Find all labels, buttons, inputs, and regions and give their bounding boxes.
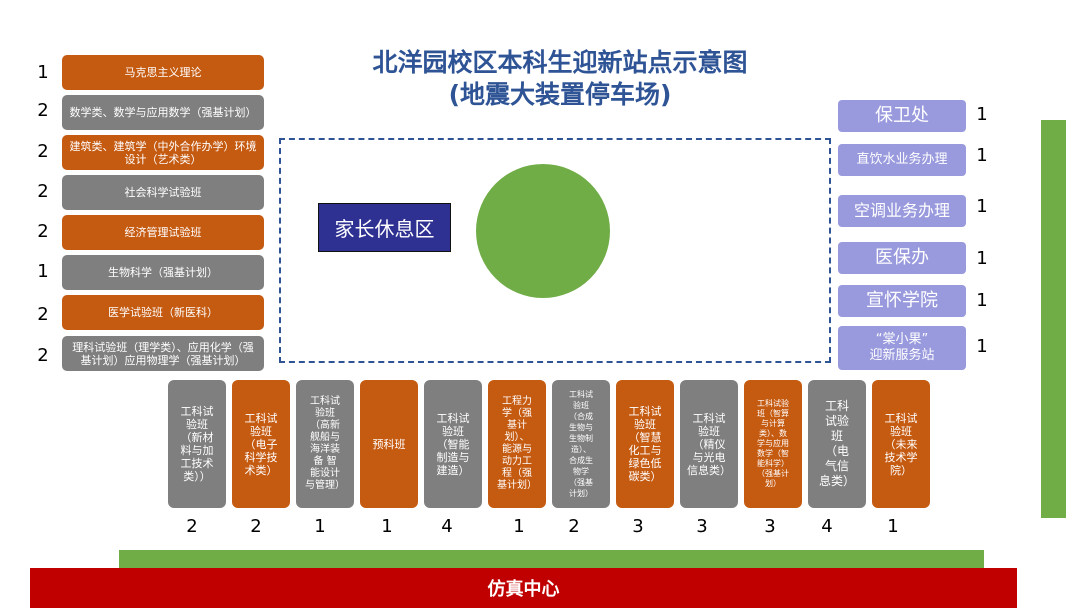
left-station: 马克思主义理论 xyxy=(62,55,264,90)
bottom-station: 工科试 验班 （精仪 与光电 信息类） xyxy=(680,380,738,508)
bottom-station-count: 1 xyxy=(513,516,525,537)
simulation-center-building: 仿真中心 xyxy=(30,568,1017,608)
right-station-count: 1 xyxy=(976,336,988,357)
left-station-count: 2 xyxy=(37,100,49,121)
left-station: 建筑类、建筑学（中外合作办学）环境设计（艺术类） xyxy=(62,135,264,170)
bottom-station: 预科班 xyxy=(360,380,418,508)
bottom-station-count: 2 xyxy=(186,516,198,537)
left-station: 经济管理试验班 xyxy=(62,215,264,250)
bottom-station: 工程力 学（强 基计 划）、 能源与 动力工 程（强 基计划） xyxy=(488,380,546,508)
bottom-station-count: 1 xyxy=(381,516,393,537)
left-station-count: 1 xyxy=(37,62,49,83)
right-station-count: 1 xyxy=(976,196,988,217)
right-station: 医保办 xyxy=(838,242,966,274)
right-station: 空调业务办理 xyxy=(838,195,966,227)
right-green-bar xyxy=(1041,120,1066,518)
bottom-station-count: 3 xyxy=(764,516,776,537)
right-station-count: 1 xyxy=(976,104,988,125)
bottom-station: 工科试 验班 （智能 制造与 建造） xyxy=(424,380,482,508)
left-station: 社会科学试验班 xyxy=(62,175,264,210)
bottom-station: 工科试 验班 （新材 料与加 工技术 类）） xyxy=(168,380,226,508)
page-title: 北洋园校区本科生迎新站点示意图 xyxy=(372,48,748,77)
right-station-count: 1 xyxy=(976,248,988,269)
left-station-count: 2 xyxy=(37,304,49,325)
left-station: 数学类、数学与应用数学（强基计划） xyxy=(62,95,264,130)
bottom-green-bar xyxy=(119,550,984,570)
bottom-station-count: 1 xyxy=(887,516,899,537)
left-station: 生物科学（强基计划） xyxy=(62,255,264,290)
right-station: 保卫处 xyxy=(838,100,966,132)
rest-area-boundary xyxy=(279,138,831,363)
bottom-station: 工科试 验班 （合成 生物与 生物制 造）、 合成生 物学 （强基 计划） xyxy=(552,380,610,508)
green-circle-marker xyxy=(476,164,610,298)
bottom-station: 工科试 验班 （未来 技术学 院） xyxy=(872,380,930,508)
bottom-station-count: 2 xyxy=(250,516,262,537)
left-station-count: 2 xyxy=(37,221,49,242)
left-station-count: 2 xyxy=(37,141,49,162)
bottom-station-count: 3 xyxy=(696,516,708,537)
bottom-station-count: 3 xyxy=(632,516,644,537)
rest-area-label: 家长休息区 xyxy=(318,203,451,252)
bottom-station-count: 4 xyxy=(441,516,453,537)
bottom-station: 工科试 验班 （电子 科学技 术类） xyxy=(232,380,290,508)
left-station-count: 2 xyxy=(37,181,49,202)
left-station-count: 2 xyxy=(37,345,49,366)
bottom-station: 工科试 验班 （智慧 化工与 绿色低 碳类） xyxy=(616,380,674,508)
bottom-station: 工科 试验 班 （电 气信 息类） xyxy=(808,380,866,508)
bottom-station: 工科试 验班 （高新 舰船与 海洋装 备 智 能设计 与管理） xyxy=(296,380,354,508)
left-station: 理科试验班（理学类）、应用化学（强基计划）应用物理学（强基计划） xyxy=(62,336,264,371)
bottom-station: 工科试验 班（智算 与计算 类）、数 学与应用 数学（智 能科学） （强基计 划… xyxy=(744,380,802,508)
page-subtitle: (地震大装置停车场) xyxy=(448,80,672,109)
left-station: 医学试验班（新医科） xyxy=(62,295,264,330)
left-station-count: 1 xyxy=(37,261,49,282)
bottom-station-count: 4 xyxy=(821,516,833,537)
right-station: 直饮水业务办理 xyxy=(838,144,966,176)
bottom-station-count: 1 xyxy=(314,516,326,537)
right-station-count: 1 xyxy=(976,290,988,311)
right-station: 宣怀学院 xyxy=(838,285,966,317)
bottom-station-count: 2 xyxy=(568,516,580,537)
right-station-count: 1 xyxy=(976,145,988,166)
right-station: “棠小果” 迎新服务站 xyxy=(838,326,966,370)
